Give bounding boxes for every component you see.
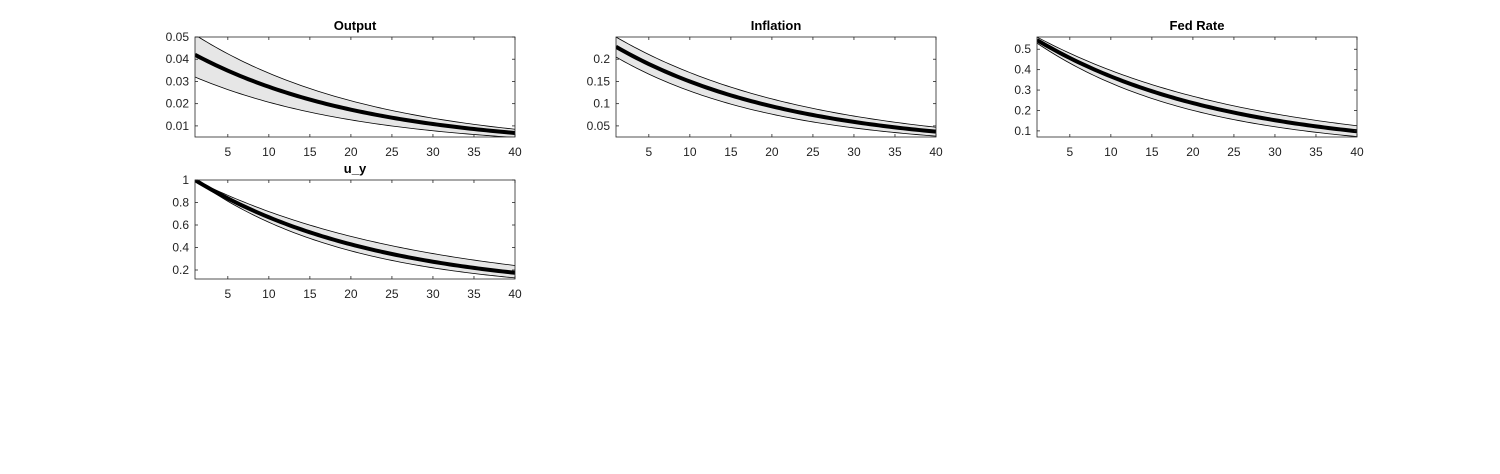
y-tick-label: 0.15 [587,74,611,88]
x-tick-label: 40 [929,145,943,159]
lower-bound-line [616,56,936,137]
chart-title: u_y [344,161,367,176]
chart-title: Output [334,18,377,33]
upper-bound-line [1037,37,1357,127]
x-tick-label: 40 [508,287,522,301]
chart-title: Fed Rate [1170,18,1225,33]
x-tick-label: 5 [1066,145,1073,159]
x-tick-label: 30 [426,287,440,301]
y-tick-label: 0.2 [1014,103,1031,117]
y-tick-label: 0.4 [1014,63,1031,77]
x-tick-label: 20 [1186,145,1200,159]
x-tick-label: 20 [344,287,358,301]
x-tick-label: 40 [1350,145,1364,159]
upper-bound-line [616,37,936,128]
chart-panel-inflation: Inflation 5 10 15 20 25 30 35 40 0.05 0.1 0.15 0.2 [587,18,943,159]
chart-panel-u-y: u_y 5 10 15 20 25 30 35 40 0.2 0.4 0.6 0.8 1 [172,161,522,301]
mean-response-line [195,180,515,275]
plot-area [616,37,936,137]
plot-area [1037,37,1357,137]
y-tick-label: 0.8 [172,196,189,210]
x-tick-label: 25 [1227,145,1241,159]
x-tick-label: 10 [262,145,276,159]
y-tick-label: 0.1 [593,97,610,111]
x-tick-label: 20 [765,145,779,159]
y-tick-label: 0.2 [593,52,610,66]
y-tick-label: 1 [182,173,189,187]
mean-response-line [616,45,936,134]
upper-bound-line [195,180,515,266]
lower-bound-line [1037,42,1357,137]
axes-box [615,36,937,138]
y-tick-label: 0.03 [166,74,190,88]
x-tick-label: 5 [224,145,231,159]
x-tick-label: 35 [1309,145,1323,159]
x-tick-label: 10 [683,145,697,159]
confidence-band [616,37,936,137]
x-tick-label: 15 [1145,145,1159,159]
x-tick-label: 15 [724,145,738,159]
x-tick-label: 25 [806,145,820,159]
x-tick-label: 35 [467,287,481,301]
x-tick-label: 20 [344,145,358,159]
y-tick-label: 0.6 [172,218,189,232]
x-tick-label: 5 [224,287,231,301]
x-tick-label: 30 [1268,145,1282,159]
plot-area [195,180,515,279]
confidence-band [195,180,515,278]
y-tick-label: 0.01 [166,119,190,133]
confidence-band [195,37,515,137]
lower-bound-line [195,76,515,137]
y-tick-label: 0.05 [587,119,611,133]
x-tick-label: 25 [385,287,399,301]
mean-response-line [1037,38,1357,134]
chart-title: Inflation [751,18,802,33]
x-tick-label: 25 [385,145,399,159]
x-tick-label: 10 [262,287,276,301]
y-tick-label: 0.3 [1014,83,1031,97]
y-tick-label: 0.2 [172,263,189,277]
x-tick-label: 15 [303,287,317,301]
lower-bound-line [195,180,515,279]
y-tick-label: 0.1 [1014,124,1031,138]
confidence-band [1037,37,1357,137]
y-tick-label: 0.04 [166,52,190,66]
x-tick-label: 15 [303,145,317,159]
axes-box [194,36,516,138]
upper-bound-line [197,37,515,130]
x-tick-label: 35 [467,145,481,159]
x-tick-label: 30 [426,145,440,159]
x-tick-label: 5 [645,145,652,159]
y-tick-label: 0.05 [166,30,190,44]
x-tick-label: 35 [888,145,902,159]
plot-area [195,37,515,137]
axes-box [1036,36,1358,138]
y-tick-label: 0.02 [166,97,190,111]
y-tick-label: 0.5 [1014,42,1031,56]
chart-panel-output: Output 5 10 15 20 25 30 35 40 0.01 0.02 0.03 0.04 0.0… [166,18,522,159]
y-tick-label: 0.4 [172,241,189,255]
x-tick-label: 10 [1104,145,1118,159]
x-tick-label: 40 [508,145,522,159]
chart-panel-fed-rate: Fed Rate 5 10 15 20 25 30 35 40 0.1 0.2 0.3 0.4 0.5 [1014,18,1364,159]
mean-response-line [195,53,515,135]
axes-box [194,179,516,280]
x-tick-label: 30 [847,145,861,159]
